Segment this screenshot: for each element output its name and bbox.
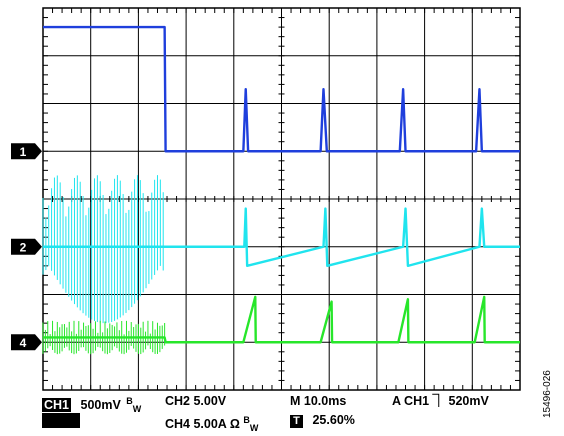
waveform-traces xyxy=(42,25,520,355)
ch1-trace xyxy=(43,25,520,153)
readout-black-block xyxy=(42,413,80,428)
ch4-bw-w: W xyxy=(249,423,259,433)
ch2-trace xyxy=(43,207,520,268)
channel-marker-label: 4 xyxy=(20,336,27,350)
trigger-level: 520mV xyxy=(445,394,489,408)
ch2-setting-readout: CH2 5.00V xyxy=(165,394,227,408)
channel-marker-1 xyxy=(11,143,42,160)
ch1-scale: 500mV xyxy=(80,398,121,412)
ch4-bw-b: B xyxy=(243,415,250,425)
channel-marker-label: 2 xyxy=(20,240,27,254)
ch4-trace xyxy=(43,295,520,344)
figure-id: 15496-026 xyxy=(542,370,553,418)
trigger-position-icon: T xyxy=(290,415,303,428)
ch1-bw-b: B xyxy=(126,396,133,406)
channel-marker-4 xyxy=(11,334,42,351)
ch4-setting: CH4 5.00A Ω xyxy=(165,417,244,431)
ch1-label: CH1 xyxy=(42,398,72,412)
oscilloscope-chart: 1 2 4 xyxy=(11,7,521,391)
channel-marker-2 xyxy=(11,238,42,255)
channel-markers: 1 2 4 xyxy=(11,143,42,351)
ch1-bw-w: W xyxy=(132,404,142,414)
trigger-slope-icon: ⏋ xyxy=(432,394,446,408)
trigger-position-readout: T 25.60% xyxy=(290,413,355,428)
trigger-position: 25.60% xyxy=(312,413,355,427)
graticule-grid xyxy=(42,7,521,391)
trigger-source: A CH1 xyxy=(392,394,433,408)
readout-row-1: CH1 500mV BW xyxy=(42,394,141,417)
channel-marker-label: 1 xyxy=(20,145,27,159)
timebase-readout: M 10.0ms xyxy=(290,394,347,408)
trigger-readout: A CH1 ⏋ 520mV xyxy=(392,394,489,409)
readout-row-2: CH4 5.00A Ω BW xyxy=(165,413,258,436)
